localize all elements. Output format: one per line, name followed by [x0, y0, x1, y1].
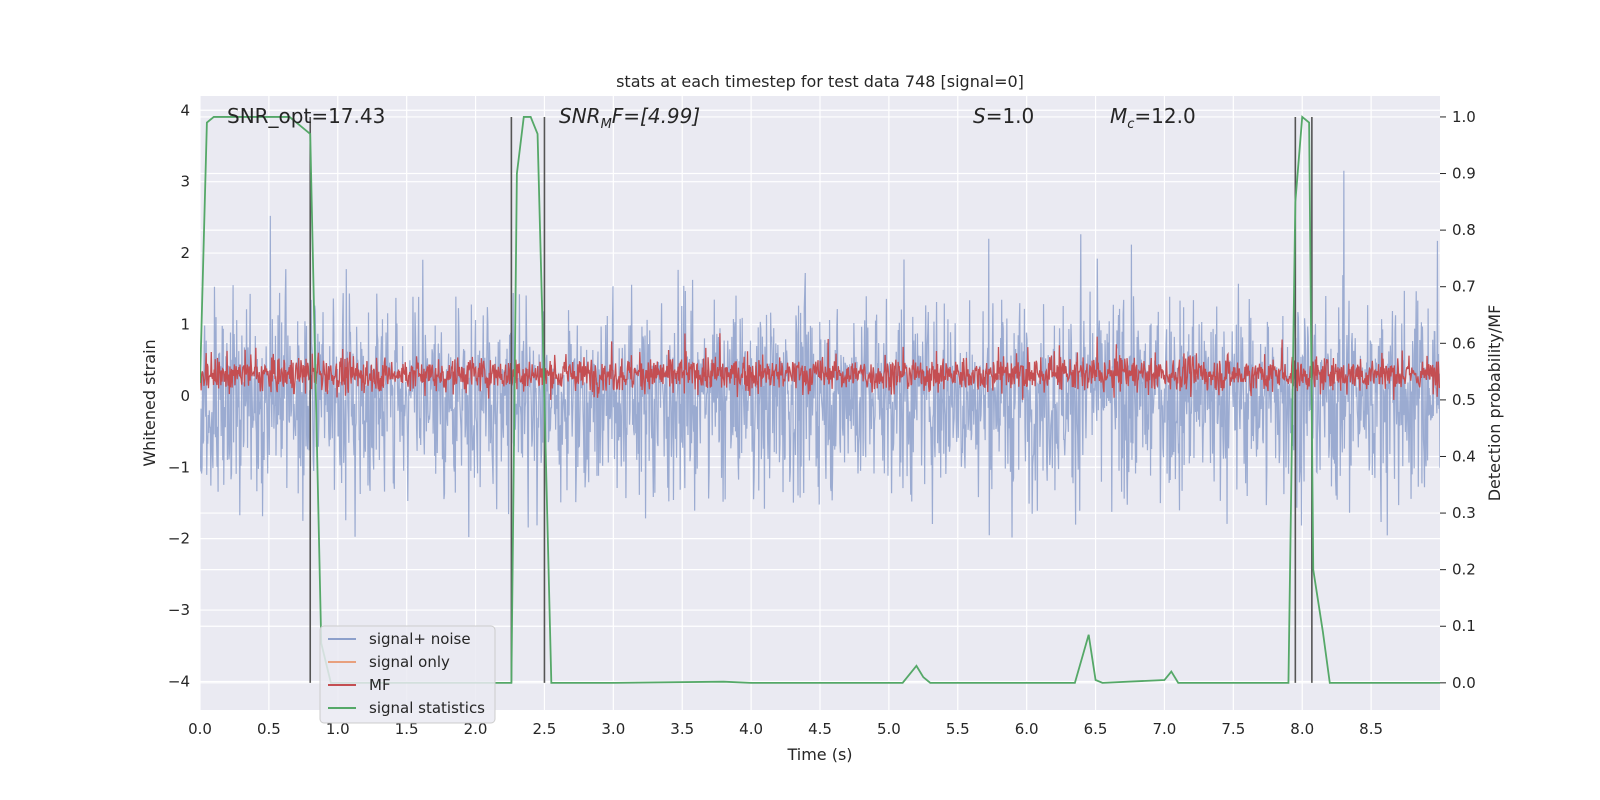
annotation-snr-mf-rest: F=[4.99]: [612, 104, 700, 128]
x-tick-label: 1.0: [326, 720, 350, 738]
x-tick-label: 5.0: [877, 720, 901, 738]
x-tick-labels: 0.0 0.5 1.0 1.5 2.0 2.5 3.0 3.5 4.0 4.5 5.0 5.5 6.0 6…: [188, 720, 1383, 738]
y2-axis-label: Detection probability/MF: [1485, 305, 1504, 502]
legend-label-mf: MF: [369, 676, 391, 694]
x-tick-label: 6.0: [1015, 720, 1039, 738]
x-tick-label: 7.0: [1153, 720, 1177, 738]
y-tick-label: −3: [168, 601, 190, 619]
legend-label-signal-plus-noise: signal+ noise: [369, 630, 471, 648]
x-tick-label: 3.5: [670, 720, 694, 738]
x-tick-label: 0.0: [188, 720, 212, 738]
y-tick-label: 4: [180, 101, 190, 119]
x-tick-label: 8.0: [1290, 720, 1314, 738]
x-axis-label: Time (s): [786, 745, 852, 764]
y2-tick-label: 0.0: [1452, 674, 1476, 692]
x-tick-label: 7.5: [1221, 720, 1245, 738]
annotation-s-rest: =1.0: [986, 104, 1035, 128]
legend: signal+ noise signal only MF signal stat…: [319, 625, 496, 724]
y-tick-label: 3: [180, 173, 190, 191]
y2-tick-label: 0.4: [1452, 447, 1476, 465]
y2-tick-label: 0.7: [1452, 278, 1476, 296]
series-mf: [200, 333, 1440, 400]
annotation-s: S=1.0: [973, 104, 1034, 128]
x-tick-label: 3.0: [601, 720, 625, 738]
annotation-mc-sub: c: [1127, 117, 1134, 132]
series-signal-statistics: [200, 115, 1440, 684]
x-tick-label: 0.5: [257, 720, 281, 738]
x-tick-label: 4.0: [739, 720, 763, 738]
x-tick-label: 8.5: [1359, 720, 1383, 738]
y2-tick-label: 0.8: [1452, 221, 1476, 239]
y2-tick-label: 0.1: [1452, 617, 1476, 635]
annotation-mc-rest: =12.0: [1134, 104, 1195, 128]
annotation-snr-mf-main: SNR: [559, 104, 601, 128]
x-tick-label: 4.5: [808, 720, 832, 738]
legend-box: [319, 625, 496, 724]
signal-plus-noise-line: [200, 170, 1440, 538]
mf-line: [200, 333, 1440, 400]
y2-tick-label: 0.6: [1452, 334, 1476, 352]
y-tick-label: −1: [168, 458, 190, 476]
chart-title: stats at each timestep for test data 748…: [616, 72, 1024, 91]
series-signal-plus-noise: [200, 170, 1440, 538]
legend-label-signal-only: signal only: [369, 653, 450, 671]
annotation-snr-opt: SNR_opt=17.43: [227, 104, 385, 128]
annotation-mc-main: M: [1110, 104, 1127, 128]
x-tick-label: 5.5: [946, 720, 970, 738]
y2-tick-label: 0.3: [1452, 504, 1476, 522]
y-tick-label: −2: [168, 530, 190, 548]
x-tick-label: 2.0: [464, 720, 488, 738]
x-tick-label: 2.5: [533, 720, 557, 738]
x-tick-label: 6.5: [1084, 720, 1108, 738]
legend-label-signal-statistics: signal statistics: [369, 699, 485, 717]
x-tick-label: 1.5: [395, 720, 419, 738]
y2-tick-label: 0.5: [1452, 391, 1476, 409]
annotation-s-main: S: [973, 104, 986, 128]
y-tick-label: 1: [180, 315, 190, 333]
y2-tick-label: 0.2: [1452, 561, 1476, 579]
y2-tick-label: 0.9: [1452, 165, 1476, 183]
annotation-snr-mf: SNRMF=[4.99]: [559, 104, 700, 132]
y-axis-label: Whitened strain: [140, 339, 159, 466]
annotation-mc: Mc=12.0: [1110, 104, 1196, 132]
y-tick-label: 2: [180, 244, 190, 262]
y-tick-labels: −4 −3 −2 −1 0 1 2 3 4: [168, 101, 190, 690]
y2-tick-label: 1.0: [1452, 108, 1476, 126]
y-tick-label: −4: [168, 672, 190, 690]
annotation-snr-mf-sub: M: [601, 117, 612, 132]
y-tick-label: 0: [180, 387, 190, 405]
y2-tick-labels: 0.0 0.1 0.2 0.3 0.4 0.5 0.6 0.7 0.8 0.9 1.0: [1440, 108, 1476, 692]
